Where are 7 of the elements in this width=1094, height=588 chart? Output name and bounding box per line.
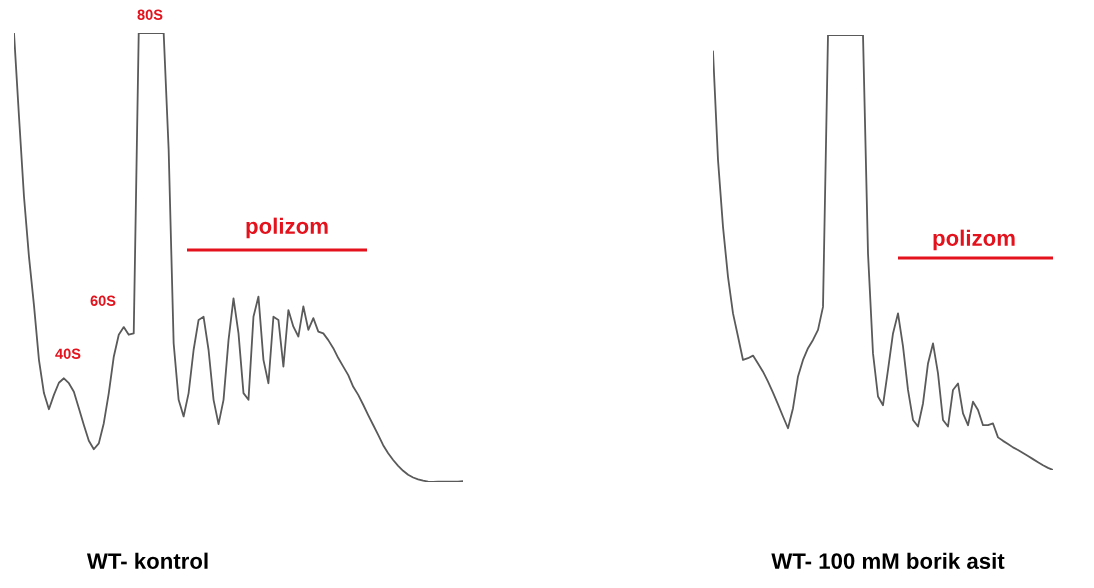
text: WT- 100 mM borik asit [771,552,1005,569]
text: 80S [137,9,163,20]
text: WT- kontrol [86,552,208,569]
annotation: polizom [933,229,1015,251]
annotation: 40S [55,348,81,359]
annotation: polizom [246,217,328,239]
annotation: 60S [90,295,116,306]
